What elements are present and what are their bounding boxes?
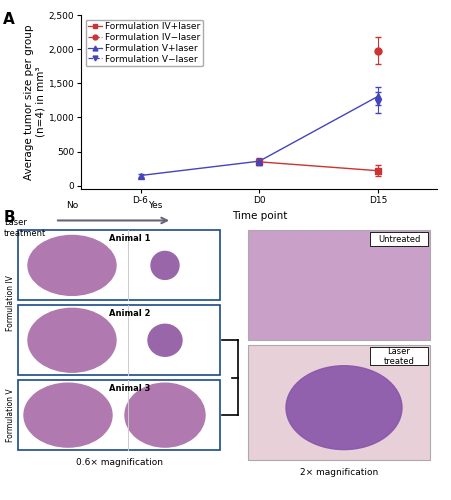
Text: A: A <box>3 12 14 26</box>
Ellipse shape <box>125 383 205 447</box>
Bar <box>370 232 428 246</box>
Bar <box>18 230 220 300</box>
Ellipse shape <box>28 308 116 372</box>
Ellipse shape <box>151 252 179 280</box>
Ellipse shape <box>148 324 182 356</box>
Bar <box>18 306 220 375</box>
Text: Animal 1: Animal 1 <box>109 234 151 244</box>
Text: Untreated: Untreated <box>378 235 420 244</box>
Ellipse shape <box>24 383 112 447</box>
X-axis label: Time point: Time point <box>232 210 287 220</box>
Text: Yes: Yes <box>148 202 162 210</box>
Text: Formulation IV: Formulation IV <box>6 275 15 331</box>
Ellipse shape <box>28 236 116 296</box>
Text: 0.6× magnification: 0.6× magnification <box>75 458 162 467</box>
Text: 2× magnification: 2× magnification <box>300 468 378 477</box>
Bar <box>370 348 428 365</box>
Text: B: B <box>4 210 16 226</box>
Ellipse shape <box>286 366 402 450</box>
Text: Animal 2: Animal 2 <box>109 310 151 318</box>
Text: Laser
treatment: Laser treatment <box>4 218 46 238</box>
Text: Laser
treated: Laser treated <box>383 346 414 366</box>
Bar <box>18 380 220 450</box>
Bar <box>248 346 430 460</box>
Y-axis label: Average tumor size per group
(n=4) in mm³: Average tumor size per group (n=4) in mm… <box>24 24 46 180</box>
Text: Formulation V: Formulation V <box>6 388 15 442</box>
Legend: Formulation IV+laser, Formulation IV−laser, Formulation V+laser, Formulation V−l: Formulation IV+laser, Formulation IV−las… <box>86 20 202 66</box>
Text: No: No <box>66 202 78 210</box>
Bar <box>248 230 430 340</box>
Text: Animal 3: Animal 3 <box>109 384 151 393</box>
